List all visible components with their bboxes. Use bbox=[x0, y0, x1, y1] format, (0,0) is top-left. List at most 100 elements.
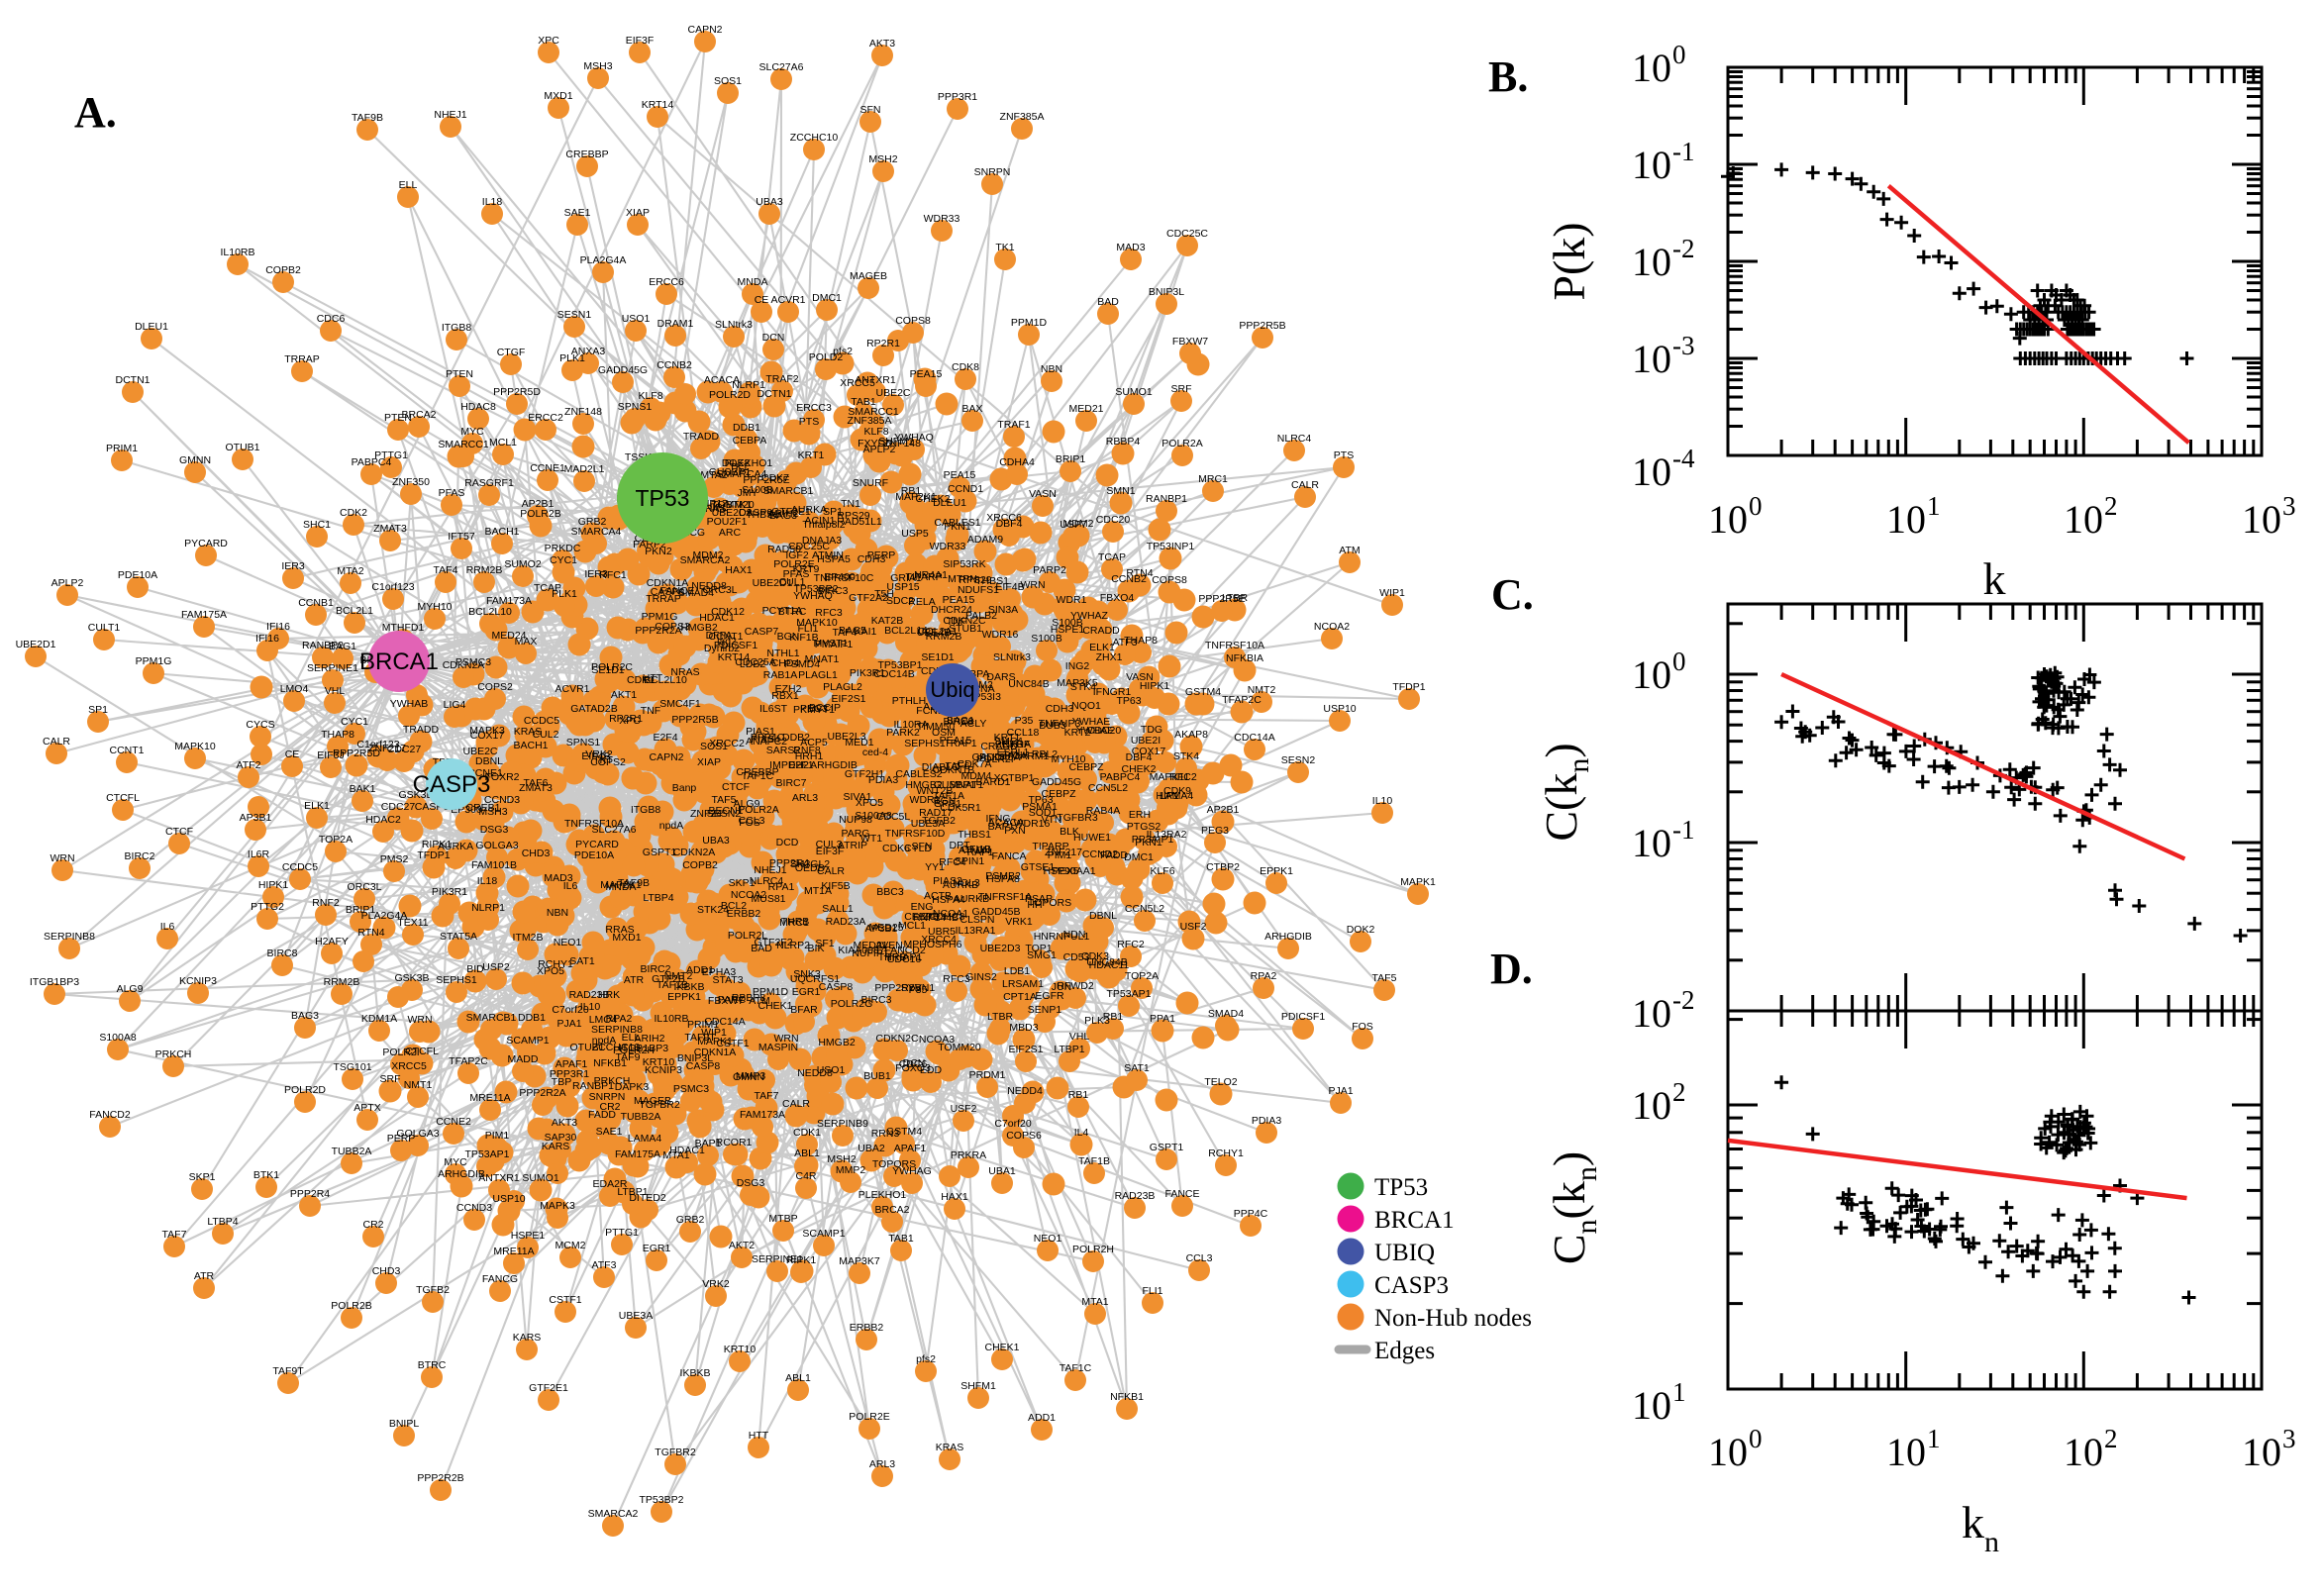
svg-text:MTA1: MTA1 bbox=[662, 1149, 689, 1161]
svg-text:PKN1: PKN1 bbox=[1135, 837, 1162, 848]
svg-text:ACVR1: ACVR1 bbox=[555, 683, 589, 695]
svg-text:GMNN: GMNN bbox=[733, 1071, 764, 1083]
svg-text:ZNF350: ZNF350 bbox=[392, 476, 430, 488]
svg-text:10: 10 bbox=[1632, 652, 1671, 697]
svg-text:ARC: ARC bbox=[719, 527, 742, 539]
svg-text:PPP2R2B: PPP2R2B bbox=[417, 1472, 463, 1484]
svg-text:LTBP1: LTBP1 bbox=[1054, 1044, 1084, 1055]
svg-text:HUWE1: HUWE1 bbox=[1073, 832, 1111, 844]
svg-text:PARG: PARG bbox=[842, 828, 870, 840]
svg-text:POLR2D: POLR2D bbox=[284, 1084, 326, 1096]
svg-text:WRN: WRN bbox=[407, 1014, 432, 1026]
svg-text:DCD: DCD bbox=[776, 837, 799, 848]
svg-text:MCL1: MCL1 bbox=[489, 437, 517, 449]
svg-text:CHEK2: CHEK2 bbox=[915, 493, 950, 505]
svg-text:Ubiq: Ubiq bbox=[930, 677, 974, 702]
svg-text:NFKB1: NFKB1 bbox=[1110, 1391, 1144, 1403]
svg-text:OTUB1: OTUB1 bbox=[225, 442, 259, 453]
svg-text:0: 0 bbox=[1672, 647, 1686, 676]
svg-text:LIG4: LIG4 bbox=[444, 699, 466, 711]
svg-text:IL10: IL10 bbox=[580, 1001, 601, 1013]
svg-text:BAD: BAD bbox=[751, 943, 772, 954]
svg-text:TN1: TN1 bbox=[841, 498, 860, 510]
svg-text:ARHGDIB: ARHGDIB bbox=[438, 1168, 485, 1180]
svg-text:LAMA4: LAMA4 bbox=[1160, 790, 1194, 802]
svg-text:RANBP1: RANBP1 bbox=[1146, 493, 1187, 505]
svg-text:IL6: IL6 bbox=[160, 921, 175, 933]
svg-text:10: 10 bbox=[1632, 46, 1671, 90]
svg-text:PEA15: PEA15 bbox=[943, 594, 975, 606]
svg-text:0: 0 bbox=[1749, 491, 1763, 521]
svg-text:PLEKHO1: PLEKHO1 bbox=[858, 1189, 907, 1201]
svg-text:IL13RA1: IL13RA1 bbox=[956, 925, 996, 937]
svg-text:10: 10 bbox=[2242, 1430, 2281, 1474]
svg-text:MTA1: MTA1 bbox=[1081, 1296, 1108, 1308]
svg-text:SEPHS1: SEPHS1 bbox=[904, 738, 946, 749]
svg-text:EIF2S1: EIF2S1 bbox=[1008, 1044, 1043, 1055]
svg-text:PTEN: PTEN bbox=[384, 412, 412, 424]
svg-text:CYC1: CYC1 bbox=[341, 716, 368, 728]
svg-text:1: 1 bbox=[1927, 1424, 1941, 1453]
svg-text:PIM1: PIM1 bbox=[1048, 849, 1072, 861]
svg-text:PPP2R2A: PPP2R2A bbox=[519, 1087, 565, 1099]
svg-text:HSPA5: HSPA5 bbox=[817, 553, 851, 565]
svg-text:TELO2: TELO2 bbox=[1204, 1076, 1237, 1088]
svg-text:RAD23B: RAD23B bbox=[1115, 1190, 1156, 1202]
svg-text:MAP3K7: MAP3K7 bbox=[839, 1255, 880, 1267]
svg-text:CASP8: CASP8 bbox=[686, 1060, 721, 1072]
svg-text:NLRP1: NLRP1 bbox=[732, 379, 765, 391]
svg-text:ATR: ATR bbox=[194, 1270, 215, 1282]
svg-text:CCNB2: CCNB2 bbox=[656, 359, 692, 371]
svg-text:SARS2: SARS2 bbox=[766, 745, 801, 756]
svg-text:LTBP1: LTBP1 bbox=[617, 1186, 648, 1198]
svg-text:DSG3: DSG3 bbox=[737, 1177, 765, 1189]
svg-text:RRM2B: RRM2B bbox=[466, 564, 503, 576]
svg-text:DSG3: DSG3 bbox=[480, 824, 509, 836]
svg-text:CABLES1: CABLES1 bbox=[934, 517, 980, 529]
svg-text:BIRC8: BIRC8 bbox=[944, 716, 974, 728]
svg-text:USP15: USP15 bbox=[886, 581, 919, 593]
svg-text:TNFRSF10A: TNFRSF10A bbox=[1205, 640, 1264, 651]
svg-text:UBE2D3: UBE2D3 bbox=[980, 943, 1021, 954]
svg-text:YY1: YY1 bbox=[925, 861, 945, 873]
svg-text:TP53INP1: TP53INP1 bbox=[1147, 541, 1195, 552]
svg-text:AP3B1: AP3B1 bbox=[240, 812, 272, 824]
svg-text:BRIP1: BRIP1 bbox=[1056, 453, 1086, 465]
svg-text:0: 0 bbox=[1672, 40, 1686, 69]
svg-text:MTBP: MTBP bbox=[768, 1213, 797, 1225]
svg-text:10: 10 bbox=[1632, 337, 1671, 381]
svg-text:DDB1: DDB1 bbox=[518, 1012, 546, 1024]
svg-text:GMNN: GMNN bbox=[179, 454, 211, 466]
svg-text:NTHL1: NTHL1 bbox=[766, 648, 799, 659]
svg-text:SFN: SFN bbox=[860, 104, 881, 116]
svg-text:KCNIP3: KCNIP3 bbox=[179, 975, 217, 987]
svg-text:DCTN1: DCTN1 bbox=[115, 374, 150, 386]
svg-text:DDB2: DDB2 bbox=[782, 732, 810, 744]
svg-text:YWHAB: YWHAB bbox=[390, 698, 429, 710]
svg-text:ACVR1: ACVR1 bbox=[770, 294, 805, 306]
svg-text:MYC: MYC bbox=[444, 1156, 467, 1168]
svg-text:TP53: TP53 bbox=[1374, 1174, 1428, 1201]
svg-text:CHD3: CHD3 bbox=[522, 848, 551, 859]
svg-text:CDKN2A: CDKN2A bbox=[673, 847, 716, 858]
svg-text:TAF7: TAF7 bbox=[755, 1090, 779, 1102]
svg-text:SERPINB9: SERPINB9 bbox=[817, 1118, 868, 1130]
svg-text:SMARCB1: SMARCB1 bbox=[763, 485, 814, 497]
svg-text:IFI16: IFI16 bbox=[255, 633, 279, 645]
svg-text:PIK3R1: PIK3R1 bbox=[850, 667, 885, 679]
svg-text:GRB2: GRB2 bbox=[578, 516, 607, 528]
svg-text:CHD3: CHD3 bbox=[372, 1265, 401, 1277]
svg-text:ZNF385A: ZNF385A bbox=[1000, 111, 1045, 123]
svg-text:CDC14A: CDC14A bbox=[1234, 732, 1274, 744]
svg-text:VASN: VASN bbox=[1126, 671, 1154, 683]
svg-text:SIN3A: SIN3A bbox=[988, 604, 1018, 616]
svg-text:PRDM1: PRDM1 bbox=[969, 1069, 1006, 1081]
svg-text:PRKDC: PRKDC bbox=[545, 543, 581, 554]
svg-text:PPP4C: PPP4C bbox=[751, 732, 785, 744]
svg-text:RIPK1: RIPK1 bbox=[786, 1254, 817, 1266]
svg-text:CRADD: CRADD bbox=[1082, 625, 1120, 637]
svg-text:MYH10: MYH10 bbox=[417, 601, 452, 613]
svg-text:PMAIP1: PMAIP1 bbox=[815, 639, 854, 650]
svg-text:PEA15: PEA15 bbox=[944, 469, 976, 481]
svg-text:SCAMP1: SCAMP1 bbox=[506, 1035, 549, 1047]
